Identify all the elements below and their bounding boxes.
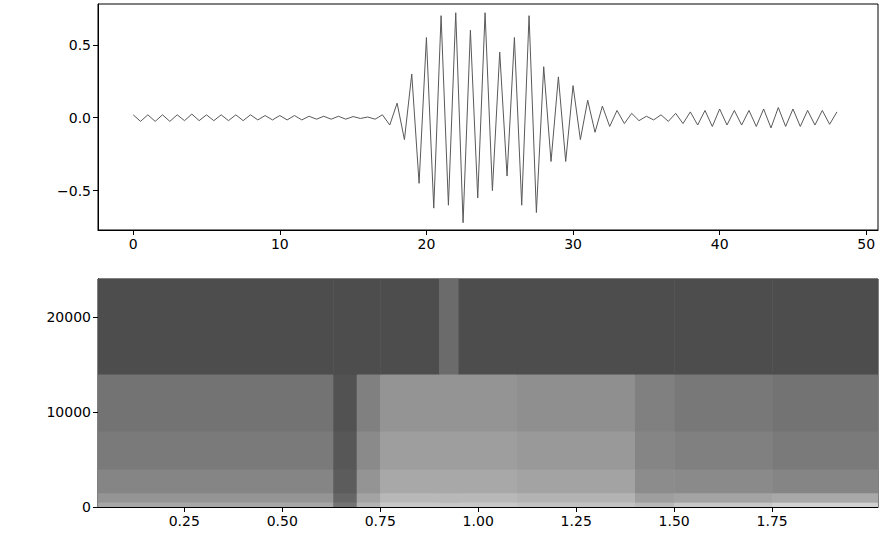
svg-text:0.5: 0.5 (69, 37, 91, 53)
svg-text:−0.5: −0.5 (57, 183, 91, 199)
svg-text:1.00: 1.00 (463, 513, 494, 529)
svg-text:1.75: 1.75 (757, 513, 788, 529)
svg-text:20: 20 (418, 236, 436, 252)
svg-text:50: 50 (857, 236, 875, 252)
svg-text:40: 40 (711, 236, 729, 252)
svg-text:0.50: 0.50 (267, 513, 298, 529)
svg-text:10: 10 (271, 236, 289, 252)
svg-text:20000: 20000 (46, 309, 91, 325)
svg-text:1.25: 1.25 (561, 513, 592, 529)
svg-text:0.0: 0.0 (69, 110, 91, 126)
svg-text:10000: 10000 (46, 404, 91, 420)
svg-text:1.50: 1.50 (659, 513, 690, 529)
svg-text:0: 0 (82, 499, 91, 515)
svg-text:30: 30 (564, 236, 582, 252)
svg-text:0.25: 0.25 (169, 513, 200, 529)
svg-text:0.75: 0.75 (365, 513, 396, 529)
svg-text:0: 0 (129, 236, 138, 252)
